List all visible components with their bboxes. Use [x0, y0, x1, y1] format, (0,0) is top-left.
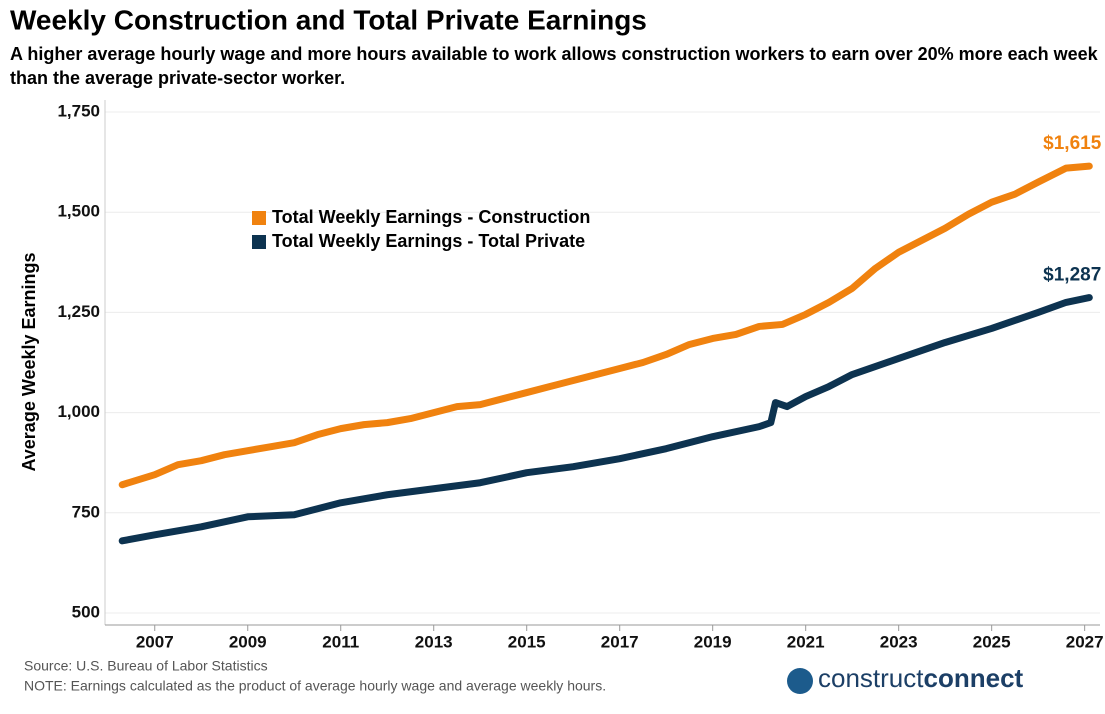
y-tick-label: 1,250: [57, 302, 100, 321]
x-tick-label: 2015: [508, 632, 546, 651]
value-label: $1,615: [1043, 133, 1102, 154]
logo-icon: [787, 668, 813, 694]
legend-swatch: [252, 211, 266, 225]
x-tick-label: 2011: [322, 632, 359, 651]
series-line: [118, 162, 1093, 489]
legend-label: Total Weekly Earnings - Construction: [272, 207, 590, 227]
value-label: $1,287: [1043, 265, 1101, 286]
y-tick-label: 1,500: [57, 202, 100, 221]
legend-swatch: [252, 235, 266, 249]
subtitle-box: A higher average hourly wage and more ho…: [10, 44, 1098, 88]
source-note: Source: U.S. Bureau of Labor Statistics: [24, 658, 268, 674]
chart-subtitle: A higher average hourly wage and more ho…: [10, 44, 1098, 88]
x-tick-label: 2027: [1066, 632, 1104, 651]
x-tick-label: 2019: [694, 632, 732, 651]
x-tick-label: 2025: [973, 632, 1011, 651]
x-tick-label: 2023: [880, 632, 918, 651]
footnote: NOTE: Earnings calculated as the product…: [24, 678, 606, 694]
y-tick-label: 500: [72, 602, 100, 621]
x-tick-label: 2007: [136, 632, 174, 651]
y-axis-label: Average Weekly Earnings: [19, 252, 39, 471]
logo: constructconnect: [787, 663, 1024, 694]
logo-text: constructconnect: [818, 663, 1024, 693]
x-tick-label: 2021: [787, 632, 825, 651]
x-tick-label: 2009: [229, 632, 267, 651]
logo-part: connect: [924, 663, 1024, 693]
x-tick-label: 2013: [415, 632, 453, 651]
chart-title: Weekly Construction and Total Private Ea…: [10, 4, 647, 35]
series-line: [118, 294, 1093, 545]
legend-label: Total Weekly Earnings - Total Private: [272, 231, 585, 251]
logo-part: construct: [818, 663, 924, 693]
x-tick-label: 2017: [601, 632, 639, 651]
y-tick-label: 1,750: [57, 102, 100, 121]
y-tick-label: 750: [72, 502, 100, 521]
y-tick-label: 1,000: [57, 402, 100, 421]
